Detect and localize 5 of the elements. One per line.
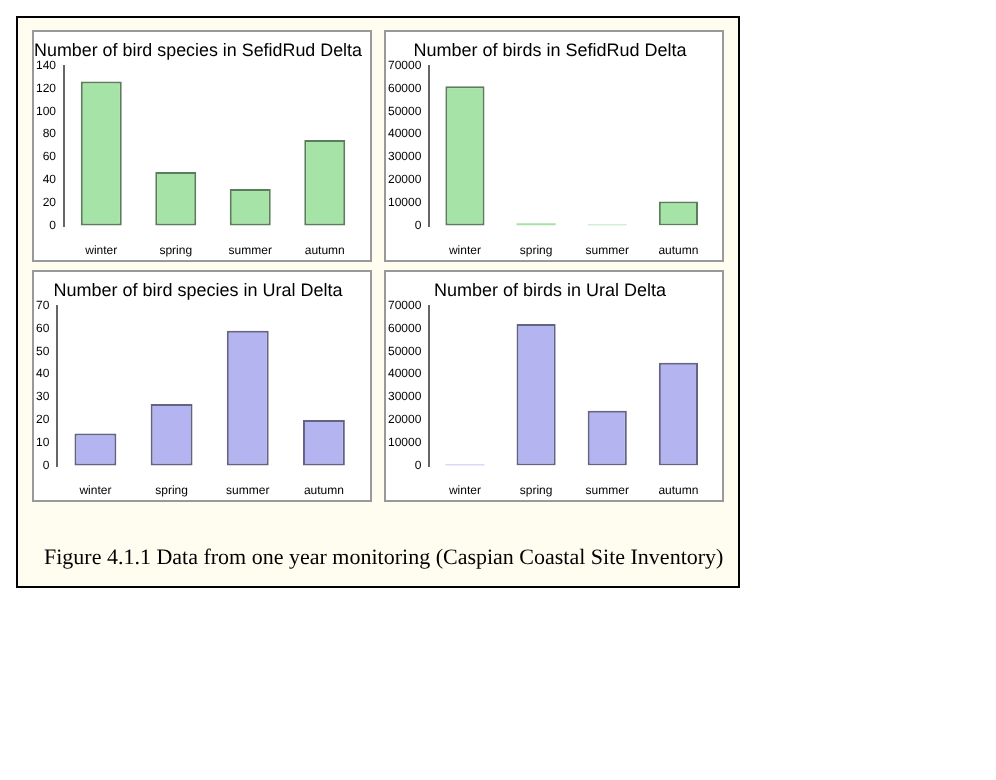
chart-title: Number of bird species in Ural Delta — [53, 279, 343, 300]
chart-title: Number of birds in SefidRud Delta — [413, 39, 687, 60]
chart-title: Number of bird species in SefidRud Delta — [34, 39, 362, 60]
chart-title: Number of birds in Ural Delta — [433, 279, 667, 300]
caption: Figure 4.1.1 Data from one year monitoring (Caspian Coastal Site Inventory) — [44, 546, 724, 570]
